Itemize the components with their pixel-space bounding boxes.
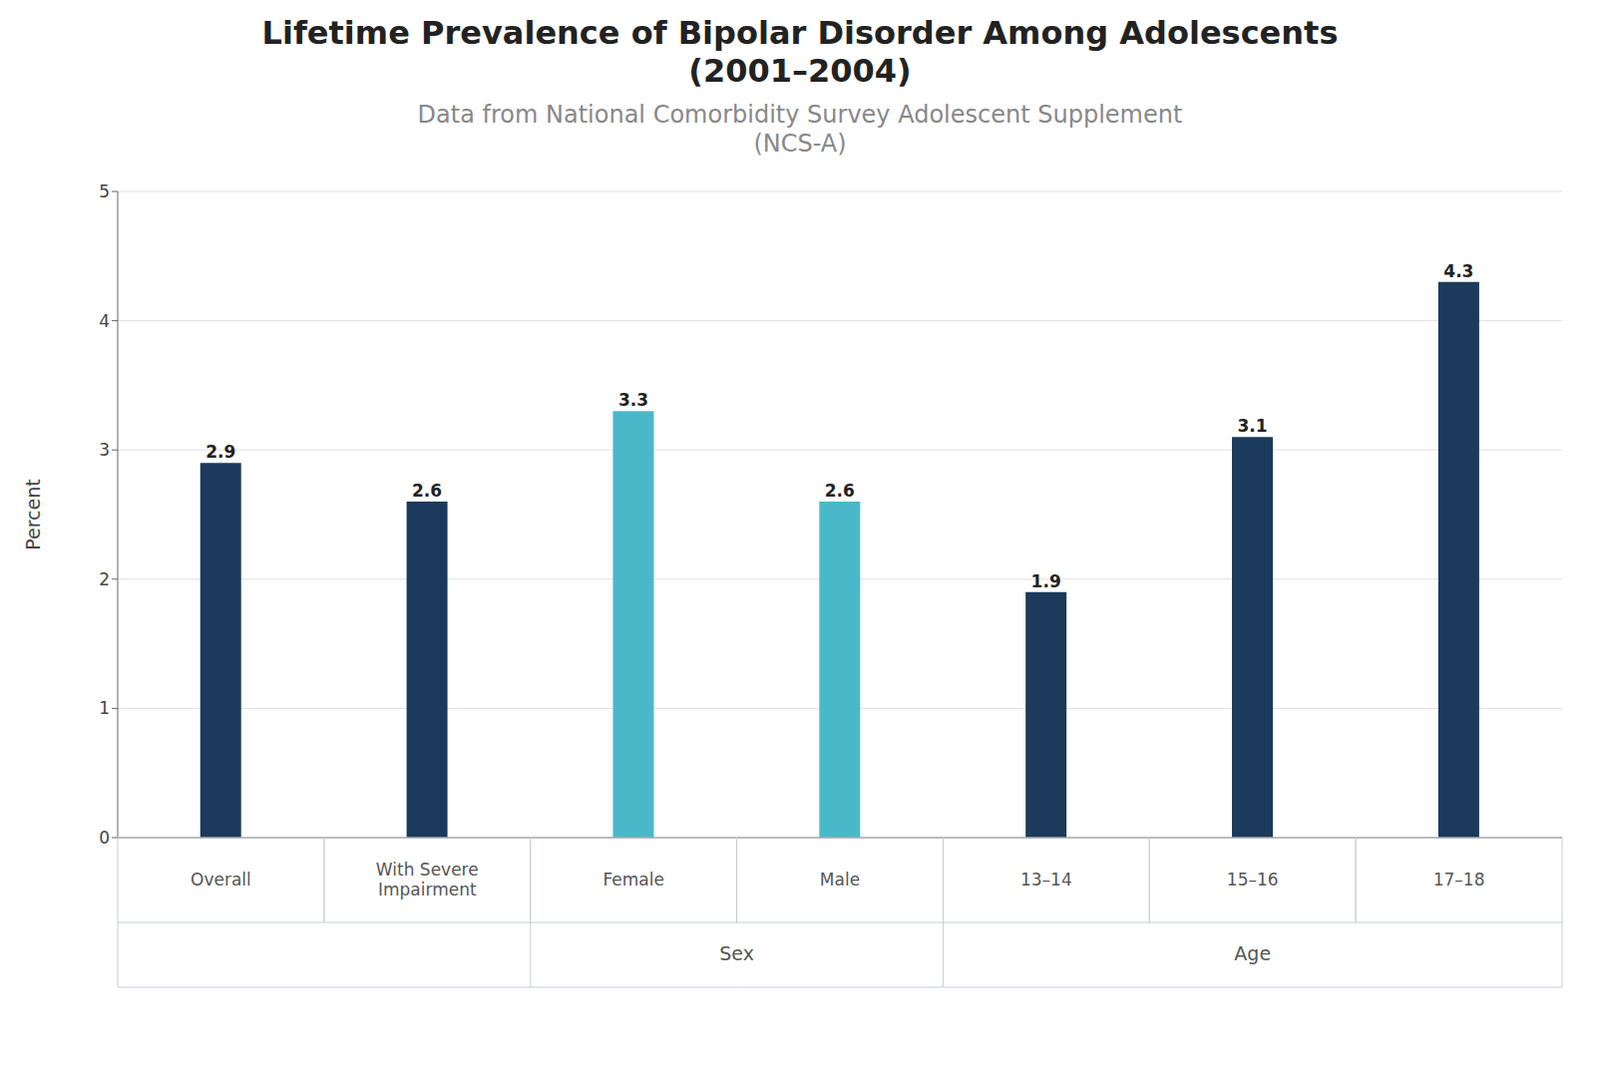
svg-text:Age: Age bbox=[1233, 942, 1271, 965]
svg-text:Male: Male bbox=[819, 869, 860, 890]
svg-text:3.3: 3.3 bbox=[618, 391, 649, 411]
html-text:Data from National Comorbidity: Data from National Comorbidity Survey Ad… bbox=[417, 100, 1183, 158]
svg-text:Percent: Percent bbox=[21, 479, 44, 552]
svg-text:4.3: 4.3 bbox=[1443, 261, 1474, 282]
svg-text:2.9: 2.9 bbox=[205, 442, 236, 463]
svg-text:13–14: 13–14 bbox=[1020, 869, 1073, 890]
svg-text:2.6: 2.6 bbox=[824, 480, 855, 501]
svg-text:With SevereImpairment: With SevereImpairment bbox=[376, 859, 479, 900]
svg-text:17–18: 17–18 bbox=[1433, 869, 1486, 890]
svg-text:Sex: Sex bbox=[719, 942, 755, 965]
svg-text:1: 1 bbox=[98, 699, 110, 720]
svg-text:3: 3 bbox=[98, 440, 110, 461]
svg-text:0: 0 bbox=[98, 827, 110, 848]
svg-text:2.6: 2.6 bbox=[411, 480, 442, 501]
svg-text:4: 4 bbox=[98, 311, 110, 332]
svg-text:2: 2 bbox=[98, 569, 110, 590]
svg-text:Female: Female bbox=[602, 869, 664, 890]
svg-text:5: 5 bbox=[98, 181, 110, 202]
svg-text:15–16: 15–16 bbox=[1226, 869, 1279, 890]
svg-text:1.9: 1.9 bbox=[1031, 571, 1062, 592]
svg-text:Overall: Overall bbox=[190, 869, 252, 890]
svg-text:3.1: 3.1 bbox=[1236, 416, 1267, 437]
html-text:Lifetime Prevalence of Bipolar: Lifetime Prevalence of Bipolar Disorder … bbox=[261, 13, 1339, 91]
